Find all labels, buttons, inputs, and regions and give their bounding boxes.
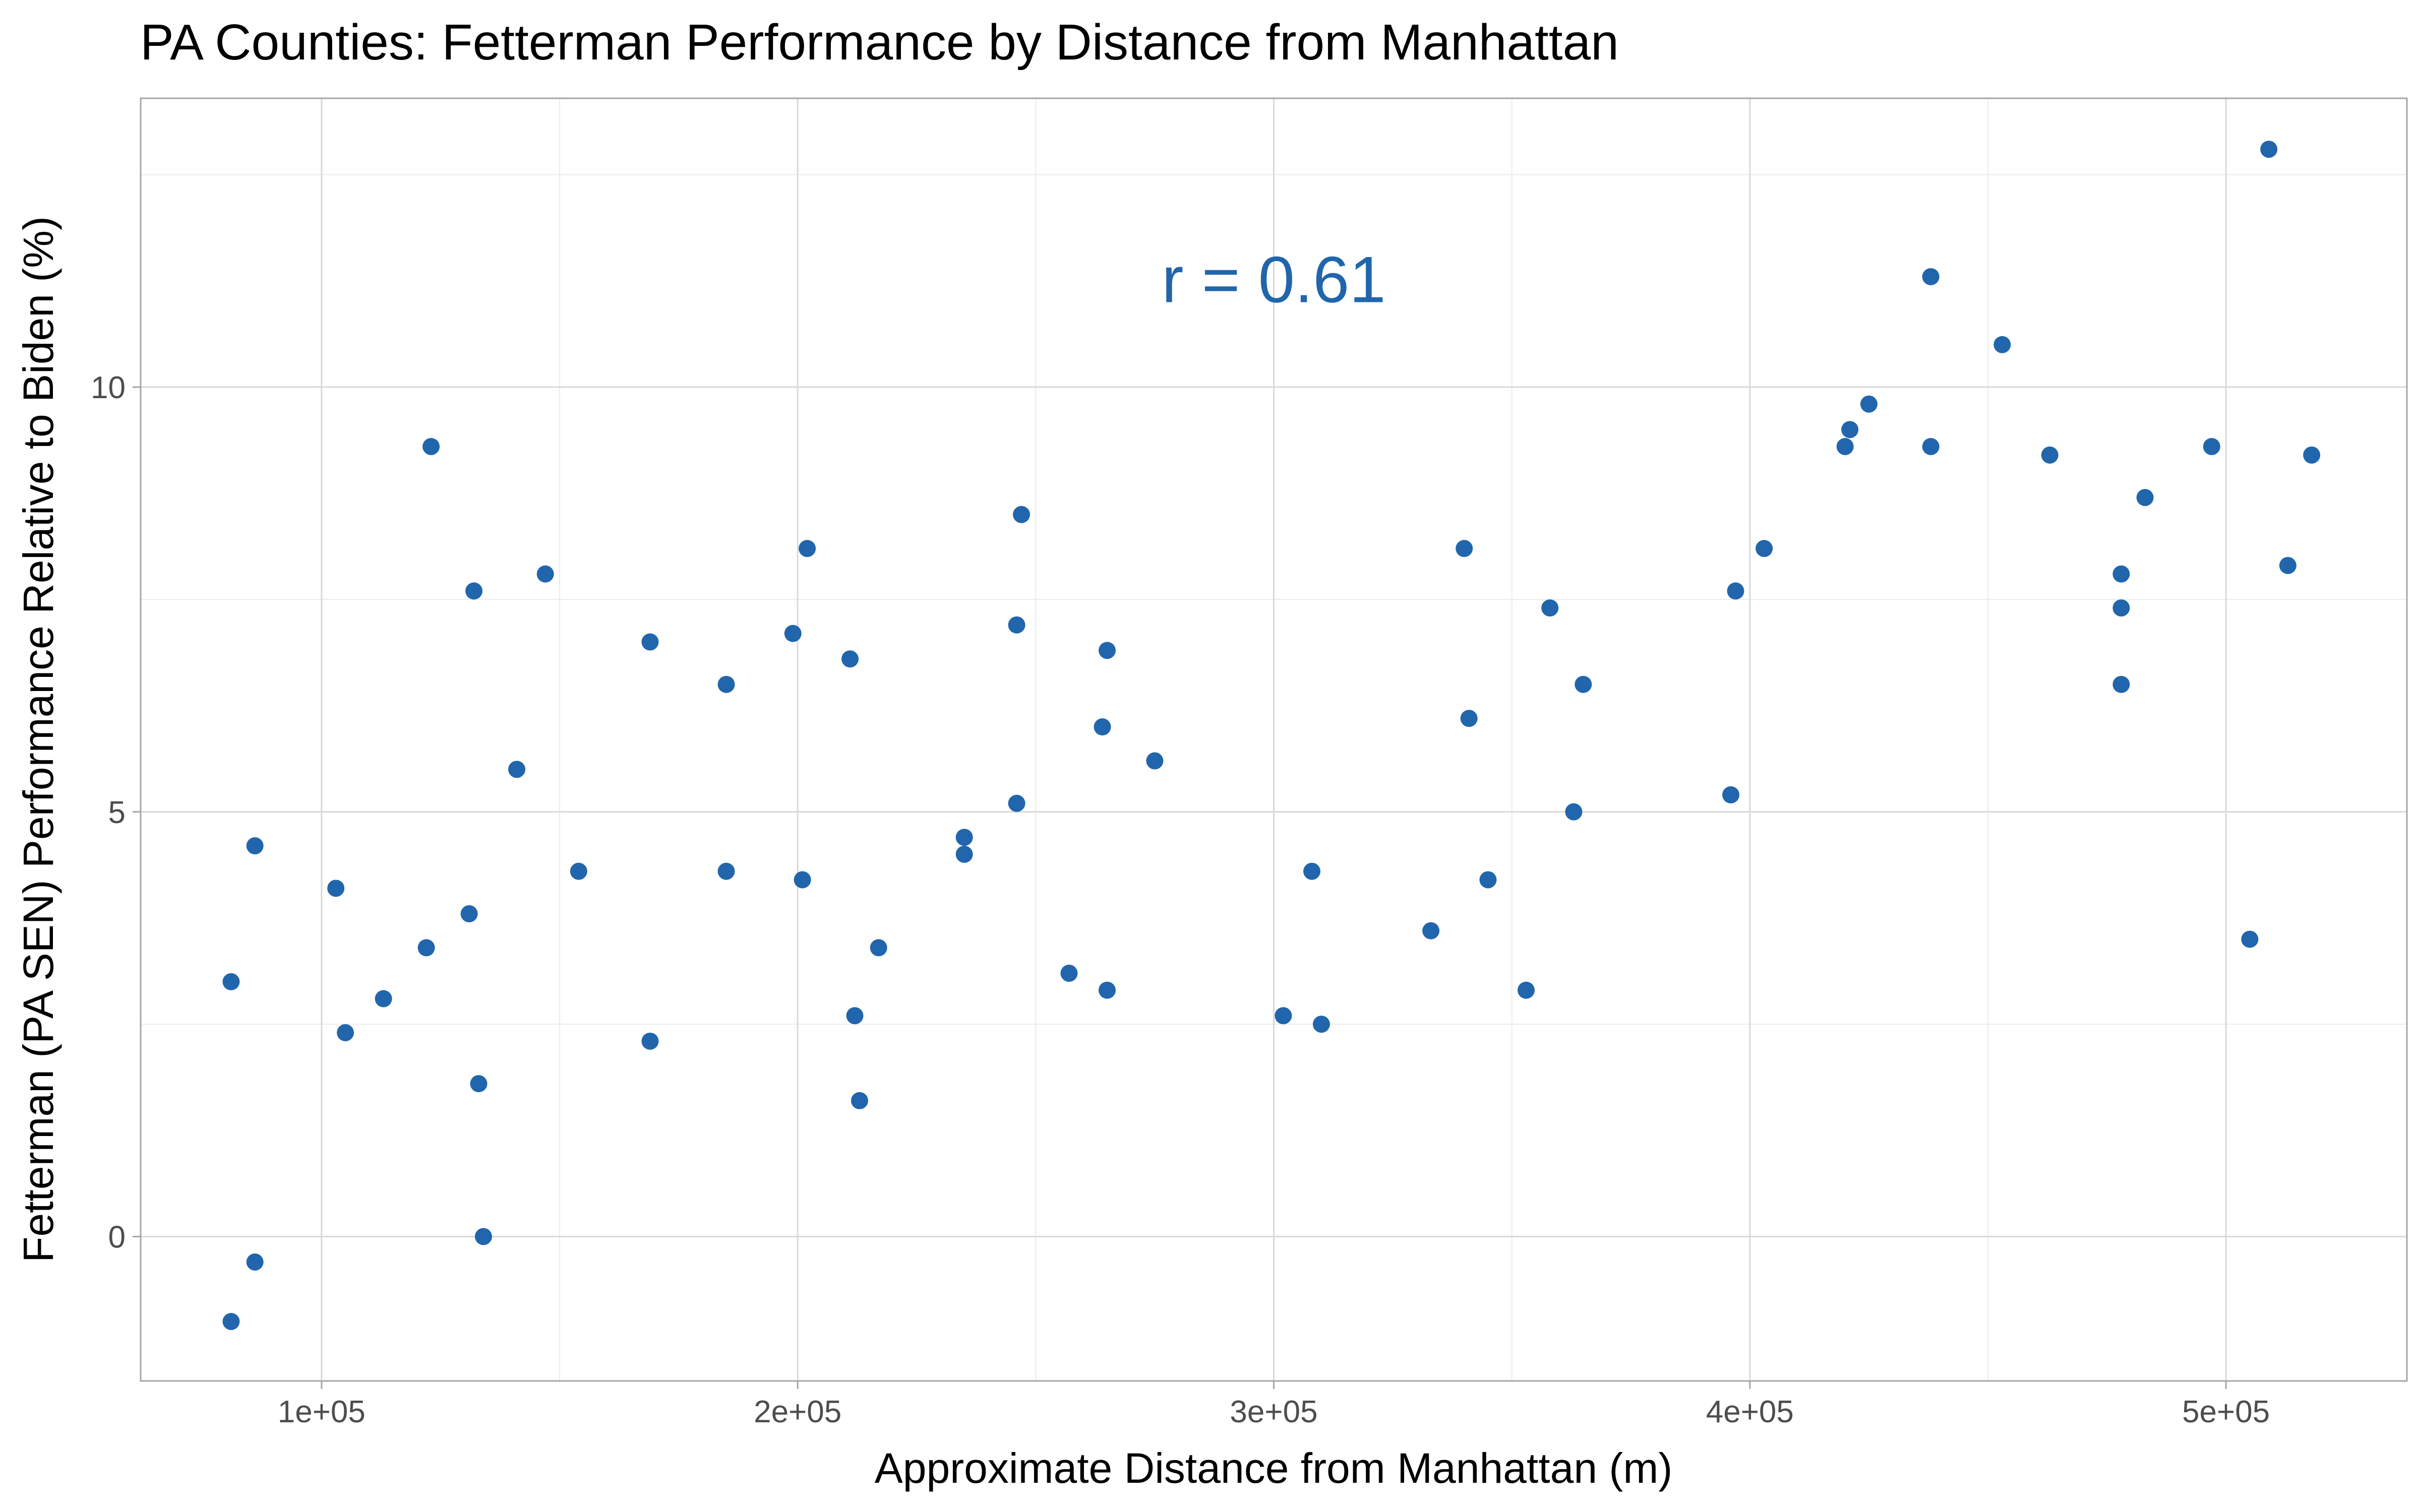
data-points: [222, 141, 2321, 1331]
y-tick-label: 0: [108, 1220, 126, 1254]
plot-panel: r = 0.61: [140, 97, 2408, 1382]
y-tick-label: 10: [91, 370, 126, 405]
chart-title: PA Counties: Fetterman Performance by Di…: [140, 14, 1619, 71]
data-point: [2112, 599, 2130, 617]
x-tick-label: 4e+05: [1706, 1395, 1794, 1429]
data-point: [2112, 675, 2130, 693]
data-point: [870, 939, 887, 957]
major-gridlines-y: [141, 386, 2407, 1237]
data-point: [222, 973, 240, 990]
data-point: [1479, 871, 1497, 889]
data-point: [955, 829, 973, 846]
data-point: [1836, 438, 1854, 456]
minor-gridlines-x: [559, 98, 1988, 1381]
data-point: [1727, 582, 1744, 600]
data-point: [470, 1075, 488, 1093]
data-point: [717, 675, 735, 693]
data-point: [1008, 616, 1025, 634]
data-point: [846, 1007, 864, 1025]
data-point: [955, 846, 973, 863]
x-axis-label: Approximate Distance from Manhattan (m): [875, 1444, 1673, 1492]
data-point: [1517, 981, 1535, 999]
data-point: [794, 871, 811, 889]
data-point: [717, 862, 735, 880]
data-point: [508, 761, 526, 778]
data-point: [1541, 599, 1559, 617]
y-axis-label: Fetterman (PA SEN) Performance Relative …: [15, 216, 62, 1263]
data-point: [1312, 1016, 1330, 1033]
data-point: [1098, 642, 1116, 659]
data-point: [1013, 506, 1031, 523]
x-tick-label: 5e+05: [2182, 1395, 2270, 1429]
data-point: [465, 582, 483, 600]
data-point: [1565, 803, 1583, 821]
data-point: [2260, 141, 2278, 158]
data-point: [641, 633, 659, 651]
data-point: [417, 939, 435, 957]
data-point: [222, 1313, 240, 1331]
data-point: [1860, 395, 1878, 413]
data-point: [1922, 438, 1940, 456]
data-point: [1756, 540, 1773, 557]
data-point: [1008, 794, 1025, 812]
data-point: [2136, 489, 2154, 507]
data-point: [784, 624, 802, 642]
data-point: [1303, 862, 1321, 880]
data-point: [2241, 930, 2259, 948]
data-point: [536, 565, 554, 583]
data-point: [2279, 556, 2296, 574]
data-point: [474, 1228, 492, 1245]
data-point: [1060, 964, 1078, 982]
x-tick-label: 2e+05: [754, 1395, 841, 1429]
x-tick-label: 3e+05: [1230, 1395, 1317, 1429]
x-axis-ticks: 1e+05 2e+05 3e+05 4e+05 5e+05: [278, 1381, 2270, 1429]
data-point: [422, 438, 440, 456]
data-point: [1993, 336, 2011, 353]
data-point: [246, 1253, 264, 1271]
data-point: [1922, 268, 1940, 285]
major-gridlines-x: [321, 98, 2227, 1381]
data-point: [851, 1092, 868, 1109]
data-point: [246, 837, 264, 855]
data-point: [1456, 540, 1473, 557]
data-point: [570, 862, 587, 880]
y-axis-ticks: 0 5 10: [91, 370, 141, 1254]
data-point: [1146, 752, 1164, 770]
data-point: [337, 1024, 354, 1041]
data-point: [1841, 421, 1859, 438]
x-tick-label: 1e+05: [278, 1395, 366, 1429]
data-point: [2303, 446, 2321, 464]
data-point: [1094, 718, 1111, 736]
data-point: [1275, 1007, 1292, 1025]
data-point: [2203, 438, 2220, 456]
data-point: [841, 650, 859, 668]
data-point: [2112, 565, 2130, 583]
data-point: [1098, 981, 1116, 999]
data-point: [1460, 710, 1478, 727]
data-point: [641, 1032, 659, 1050]
data-point: [460, 905, 478, 923]
data-point: [799, 540, 816, 557]
correlation-annotation: r = 0.61: [1162, 243, 1385, 317]
data-point: [1722, 786, 1740, 804]
data-point: [327, 879, 345, 897]
y-tick-label: 5: [108, 795, 126, 830]
data-point: [375, 990, 392, 1007]
data-point: [1422, 922, 1440, 939]
data-point: [1575, 675, 1592, 693]
data-point: [2041, 446, 2059, 464]
